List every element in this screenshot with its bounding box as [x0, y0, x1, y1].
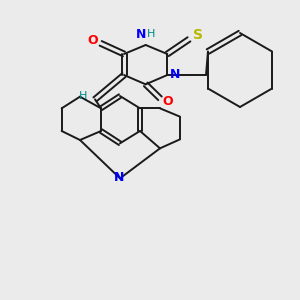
- Text: N: N: [136, 28, 146, 40]
- Text: N: N: [114, 171, 124, 184]
- Text: H: H: [146, 29, 155, 39]
- Text: S: S: [193, 28, 203, 42]
- Text: O: O: [163, 95, 173, 108]
- Text: H: H: [79, 91, 87, 101]
- Text: N: N: [170, 68, 181, 82]
- Text: O: O: [87, 34, 98, 47]
